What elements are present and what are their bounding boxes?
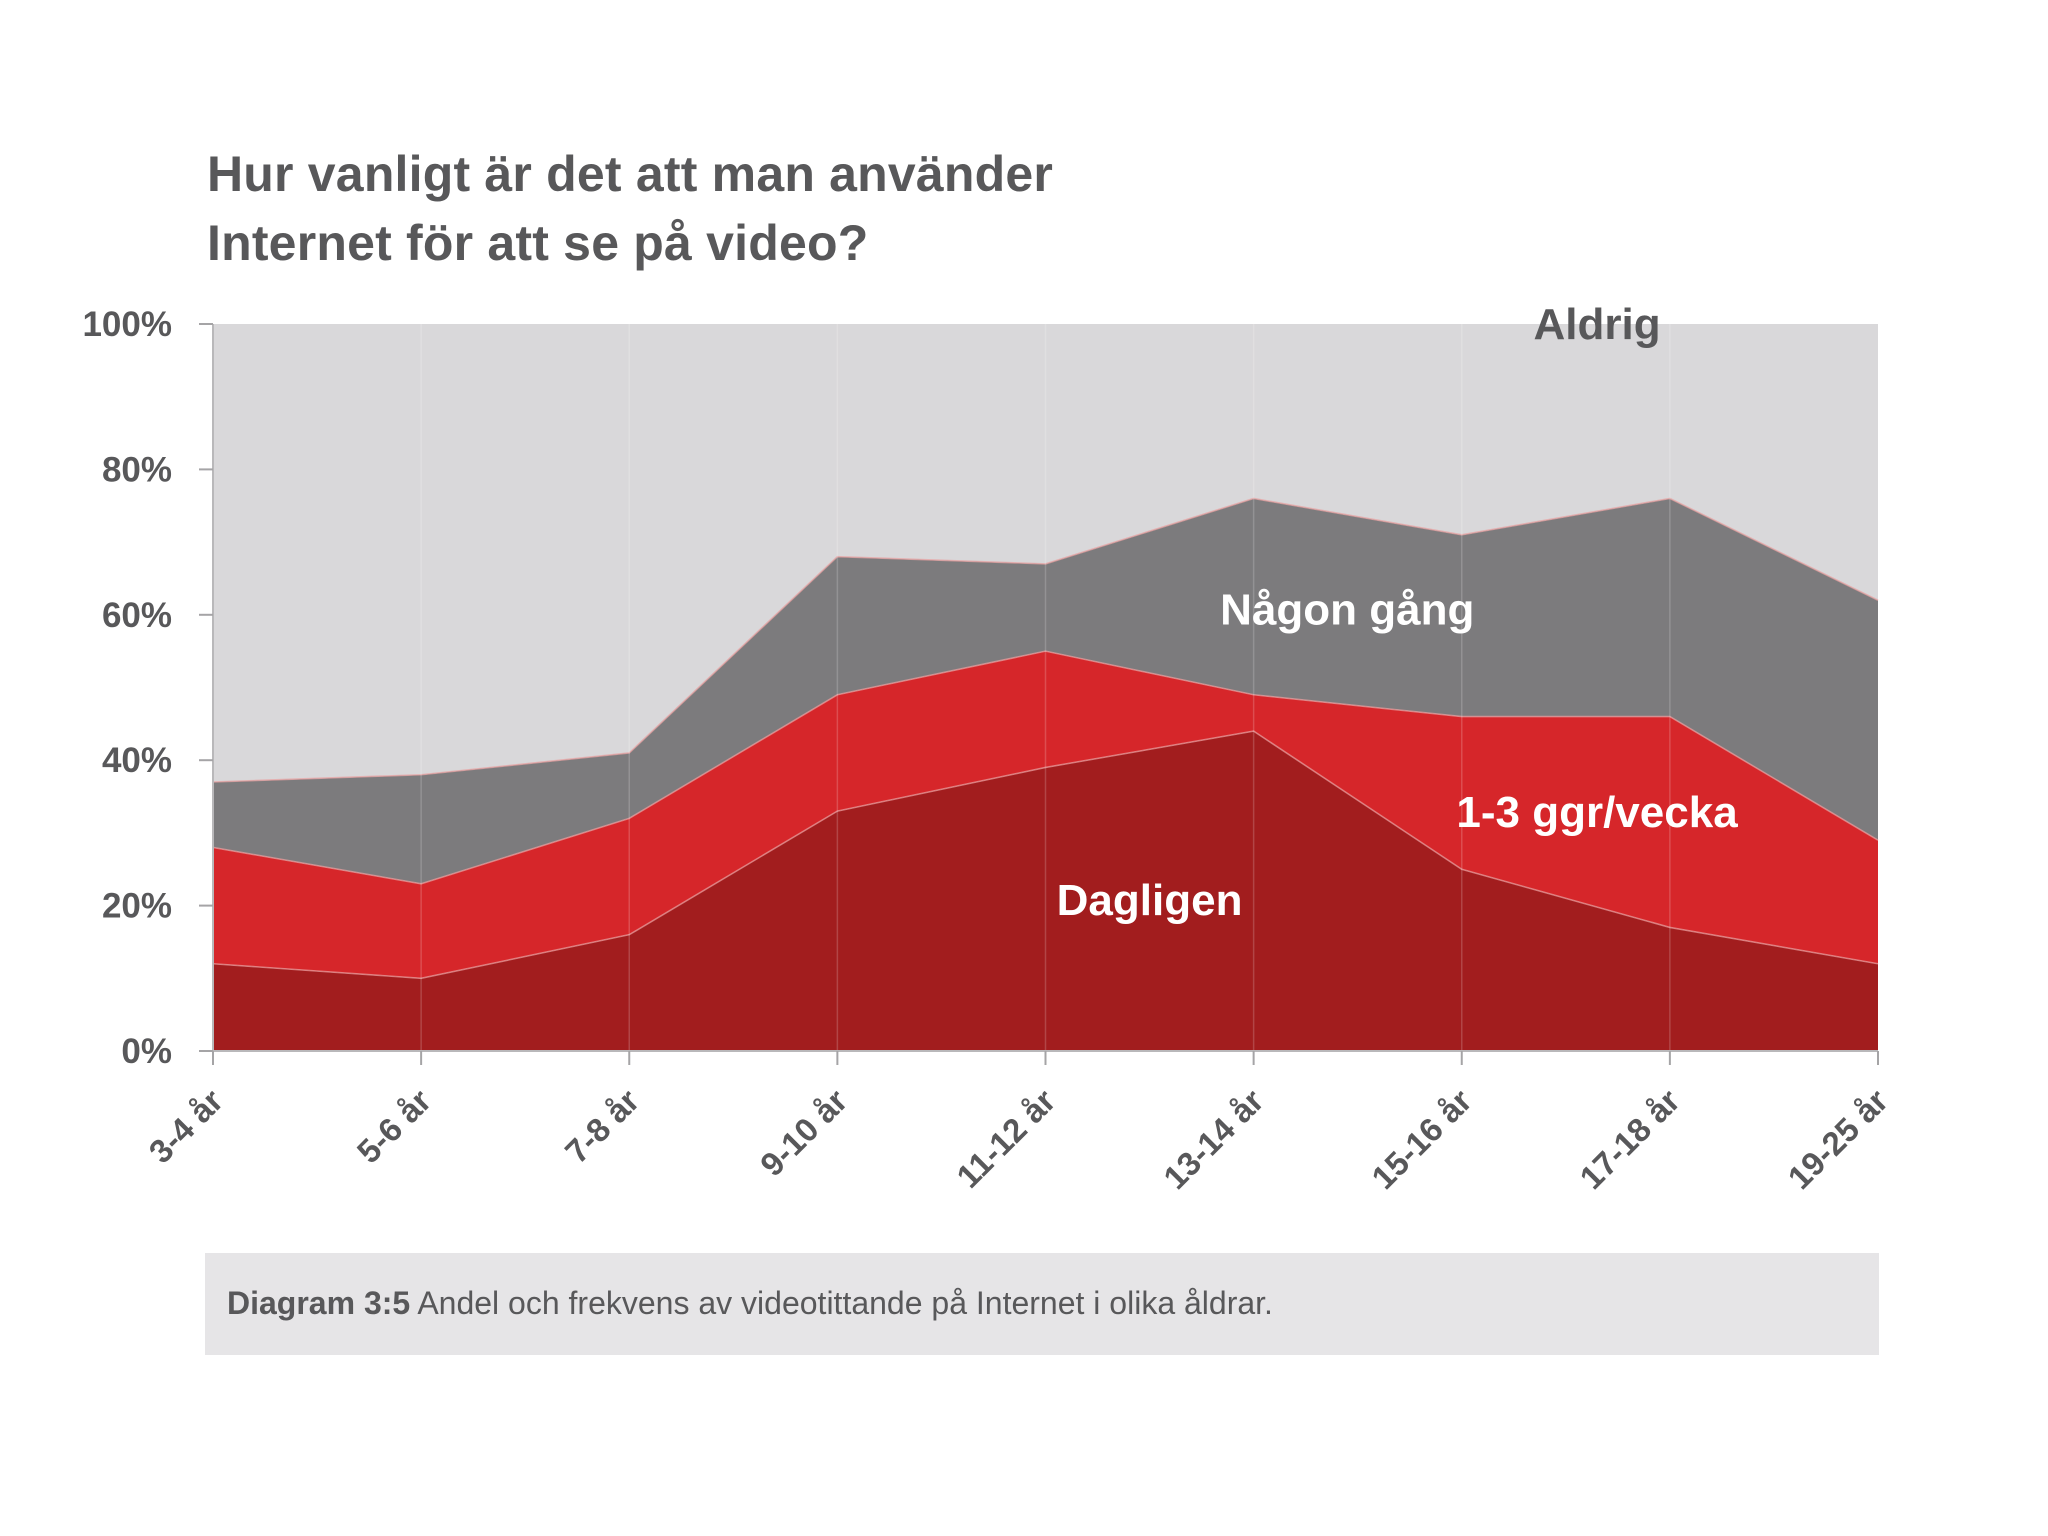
caption-text: Andel och frekvens av videotittande på I… xyxy=(410,1285,1273,1321)
x-tick-label: 15-16 år xyxy=(1364,1082,1478,1196)
series-boundary-2 xyxy=(212,497,1879,783)
x-tick-label: 13-14 år xyxy=(1156,1082,1270,1196)
caption-label: Diagram 3:5 xyxy=(227,1285,411,1321)
y-tick-label: 60% xyxy=(102,596,172,635)
y-tick-label: 20% xyxy=(102,887,172,926)
series-label-aldrig: Aldrig xyxy=(1533,300,1660,349)
y-tick-label: 40% xyxy=(102,741,172,780)
x-tick-label: 3-4 år xyxy=(142,1082,231,1171)
stacked-area-chart: 0% 20% 40% 60% 80% 100% 3-4 år 5-6 år 7-8 år 9-10… xyxy=(82,300,1895,1196)
x-tick-label: 17-18 år xyxy=(1572,1082,1686,1196)
area-1-3-ggr-vecka xyxy=(213,651,1878,979)
y-tick-label: 0% xyxy=(121,1032,172,1071)
x-tick-label: 7-8 år xyxy=(558,1082,647,1171)
area-aldrig xyxy=(213,324,1878,783)
series-label-någon-gång: Någon gång xyxy=(1220,586,1474,635)
series-boundary-0 xyxy=(212,730,1879,980)
x-tick-label: 5-6 år xyxy=(350,1082,439,1171)
series-boundary-1 xyxy=(212,650,1879,885)
series-label-layer: Dagligen 1-3 ggr/vecka Någon gång Aldrig xyxy=(1057,300,1739,925)
chart-title-line-1: Hur vanligt är det att man använder xyxy=(207,146,1054,202)
x-tick-label: 9-10 år xyxy=(753,1082,855,1184)
caption-box: Diagram 3:5 Andel och frekvens av videot… xyxy=(205,1253,1879,1355)
chart-caption: Diagram 3:5 Andel och frekvens av videot… xyxy=(227,1285,1273,1322)
x-tick-label: 11-12 år xyxy=(949,1082,1062,1195)
series-label-dagligen: Dagligen xyxy=(1057,876,1243,925)
x-tick-label: 19-25 år xyxy=(1781,1082,1895,1196)
area-någon-gång xyxy=(213,498,1878,884)
y-tick-label: 80% xyxy=(102,450,172,489)
area-layer xyxy=(212,324,1879,1051)
area-dagligen xyxy=(213,731,1878,1051)
chart-title-line-2: Internet för att se på video? xyxy=(207,215,869,271)
y-tick-label: 100% xyxy=(82,305,172,344)
series-label-1-3-ggr-vecka: 1-3 ggr/vecka xyxy=(1456,788,1738,837)
